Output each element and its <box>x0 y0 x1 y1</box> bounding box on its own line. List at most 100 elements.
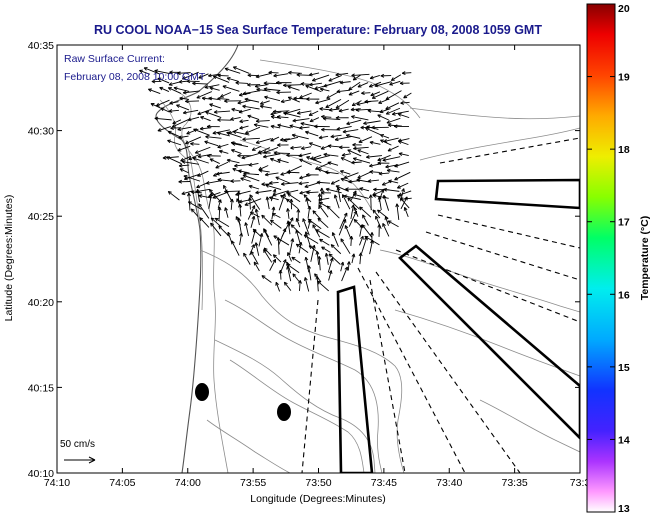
current-vector <box>296 110 312 115</box>
current-vector <box>234 163 250 168</box>
x-tick-label: 73:50 <box>305 477 331 489</box>
current-vector <box>177 71 191 76</box>
current-vector <box>248 162 259 167</box>
current-vector <box>295 243 309 254</box>
current-vector <box>177 145 191 152</box>
current-vector <box>299 125 310 130</box>
current-vector <box>177 126 192 132</box>
colorbar-tick-label: 15 <box>618 362 630 374</box>
current-vector <box>249 244 255 256</box>
current-vector <box>358 136 373 143</box>
current-vector <box>253 261 260 272</box>
current-vector <box>255 73 271 79</box>
current-vector <box>390 74 402 81</box>
x-tick-label: 73:40 <box>436 477 462 489</box>
current-vector <box>258 233 264 247</box>
current-vector <box>359 206 372 218</box>
current-vector <box>182 109 199 115</box>
colorbar: 20 19 18 17 16 15 14 13 Temperature (°C) <box>586 3 651 515</box>
current-vector <box>367 179 379 183</box>
current-vector <box>205 134 222 139</box>
current-vector <box>193 128 210 136</box>
current-vector <box>380 139 392 146</box>
contour-line <box>379 249 580 313</box>
current-vector <box>309 82 322 87</box>
current-vector <box>358 252 363 265</box>
current-vector <box>196 189 201 203</box>
current-vector <box>351 73 370 78</box>
current-vector <box>336 187 341 203</box>
current-vector <box>389 80 401 86</box>
current-vector <box>383 187 400 192</box>
vertical-polygon <box>336 285 374 473</box>
contour-line <box>229 359 365 473</box>
current-vector <box>196 91 212 99</box>
current-vector <box>215 161 229 169</box>
current-vector <box>371 125 389 130</box>
x-tick-label: 73:35 <box>501 477 527 489</box>
current-vector <box>192 81 209 86</box>
current-vector <box>346 261 351 271</box>
contour-line <box>419 127 580 161</box>
current-vector <box>192 157 209 164</box>
current-vector <box>351 253 356 264</box>
current-vector <box>398 152 409 157</box>
current-vector <box>244 222 249 237</box>
current-vector <box>259 104 272 109</box>
current-vector-field <box>139 66 412 292</box>
current-vector <box>139 69 151 75</box>
current-vector <box>341 266 349 282</box>
scale-arrow <box>64 456 96 464</box>
colorbar-tick-label: 17 <box>618 217 630 229</box>
current-vector <box>247 73 259 78</box>
current-vector <box>308 72 320 77</box>
current-vector <box>315 229 330 239</box>
current-vector <box>345 187 361 192</box>
current-vector <box>338 218 347 236</box>
current-vector <box>154 116 172 121</box>
current-vector <box>270 136 280 142</box>
current-vector <box>251 145 262 151</box>
diagonal-polygon <box>398 244 580 440</box>
current-vector <box>278 193 286 211</box>
current-vector <box>347 197 360 210</box>
current-vector <box>254 84 269 89</box>
current-vector <box>244 198 262 206</box>
colorbar-tick-label: 20 <box>618 3 630 15</box>
current-vector <box>287 96 300 103</box>
current-vector <box>347 149 362 157</box>
current-vector <box>244 97 260 103</box>
current-vector <box>263 153 281 159</box>
current-vector <box>341 152 352 157</box>
current-vector <box>330 179 340 185</box>
current-vector <box>325 98 342 109</box>
current-vector <box>208 96 219 101</box>
coastline <box>155 45 239 473</box>
current-vector <box>299 158 312 166</box>
current-vector <box>377 154 391 162</box>
colorbar-tick-label: 13 <box>618 503 630 515</box>
current-vector <box>336 89 351 94</box>
current-vector <box>160 107 170 113</box>
current-vector <box>170 126 182 131</box>
current-vector <box>198 194 212 199</box>
current-vector <box>286 265 292 282</box>
current-vector <box>276 115 289 119</box>
current-vector <box>352 142 362 147</box>
current-vector <box>263 249 273 263</box>
current-vector <box>215 171 230 176</box>
y-tick-label: 40:10 <box>28 468 54 480</box>
current-vector <box>242 104 260 110</box>
current-vector <box>374 81 392 88</box>
current-vector <box>315 275 320 292</box>
current-vector <box>315 251 320 265</box>
current-vector <box>204 140 219 147</box>
current-vector <box>226 76 239 82</box>
current-vector <box>148 88 161 95</box>
contour-line <box>259 59 421 119</box>
current-vector <box>300 82 311 86</box>
current-vector <box>238 203 242 217</box>
current-vector <box>340 261 345 272</box>
current-vector <box>328 253 341 265</box>
current-vector <box>278 269 283 280</box>
